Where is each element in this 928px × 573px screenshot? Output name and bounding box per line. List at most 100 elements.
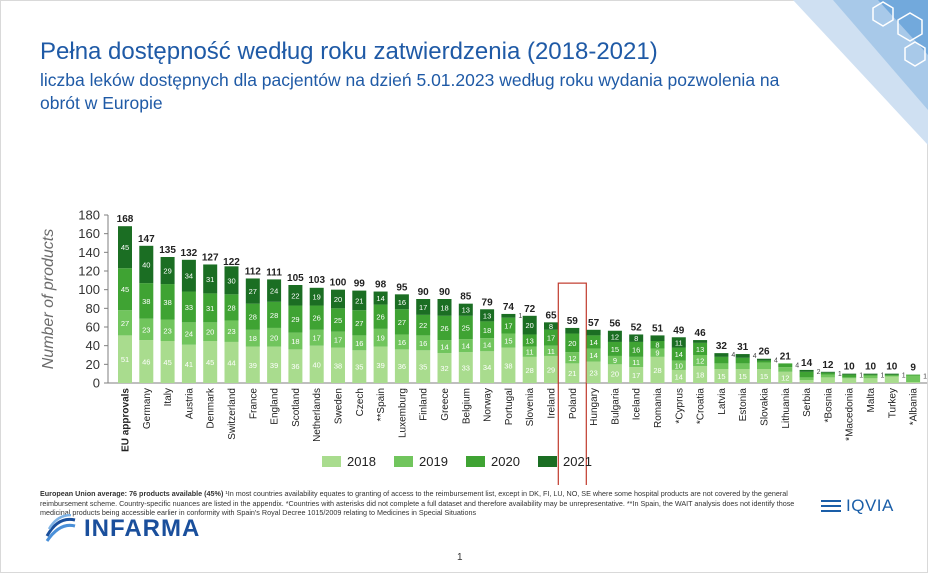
bar-segment-2021: [394, 294, 409, 310]
bar-segment-label: 14: [440, 343, 448, 352]
x-tick-label: Portugal: [504, 388, 515, 425]
footnote-text: ¹In most countries availability equates …: [40, 489, 795, 517]
bar-segment-label: 14: [589, 338, 597, 347]
poland-highlight-box: [557, 282, 587, 485]
x-tick-label: Ireland: [547, 388, 558, 419]
bar-segment-label: 14: [376, 294, 384, 303]
iqvia-logo: IQVIA: [820, 496, 894, 516]
bar-segment-label: 29: [547, 365, 555, 374]
bar-segment-label: 12: [781, 373, 789, 382]
bar-total-label: 59: [567, 316, 579, 327]
bar-segment-2019: [671, 360, 686, 370]
bar-segment-2021: [181, 259, 196, 292]
bar-segment-label: 45: [206, 358, 214, 367]
bar-segment-2018: [629, 367, 644, 383]
bar-segment-label: 38: [504, 361, 512, 370]
bar-total-label: 79: [482, 297, 494, 308]
bar-segment-2019: [693, 355, 708, 367]
bar-segment-label: 14: [675, 350, 683, 359]
bar-segment-label: 22: [291, 291, 299, 300]
x-tick-label: Latvia: [717, 388, 728, 415]
bar-segment-label: 20: [611, 370, 619, 379]
bar-segment-label: 29: [291, 315, 299, 324]
bar-segment-2018: [820, 377, 835, 383]
bar-segment-label: 18: [440, 303, 448, 312]
bar-segment-2020: [501, 317, 516, 334]
bar-segment-2019: [394, 334, 409, 350]
bar-segment-2019: [224, 320, 239, 342]
bar-segment-2021: [267, 279, 282, 302]
bar-outside-label: 1: [859, 373, 863, 380]
bar-segment-2020: [437, 315, 452, 341]
bar-segment-2020: [118, 268, 132, 311]
bar-segment-2019: [607, 355, 622, 365]
bar-segment-2019: [288, 332, 303, 350]
bar-segment-label: 19: [313, 293, 321, 302]
bar-segment-label: 11: [675, 338, 683, 347]
bar-segment-label: 15: [760, 372, 768, 381]
bar-segment-2020: [586, 335, 601, 349]
x-tick-label: Greece: [440, 388, 451, 421]
bar-total-label: 112: [245, 266, 262, 277]
bar-segment-label: 26: [376, 313, 384, 322]
bar-segment-2018: [501, 347, 516, 383]
bar-total-label: 98: [375, 280, 387, 291]
bar-segment-label: 28: [227, 303, 235, 312]
bar-total-label: 135: [159, 245, 176, 256]
x-tick-label: England: [270, 388, 281, 425]
bar-outside-label: 1: [518, 313, 522, 320]
bar-segment-2021: [309, 287, 324, 306]
bar-segment-2021: [671, 337, 686, 348]
bar-segment-label: 38: [142, 297, 150, 306]
bar-segment-2021: [160, 257, 175, 285]
bar-total-label: 26: [758, 347, 770, 358]
bar-segment-2018: [181, 344, 196, 383]
bar-segment-label: 33: [185, 303, 193, 312]
bar-segment-label: 39: [270, 361, 278, 370]
bar-segment-label: 31: [206, 275, 214, 284]
bar-total-label: 122: [223, 257, 240, 268]
bar-segment-2018: [267, 346, 282, 383]
bar-segment-label: 28: [249, 313, 257, 322]
bar-segment-2021: [586, 329, 601, 336]
bar-total-label: 65: [545, 310, 557, 321]
bar-segment-2018: [203, 341, 218, 383]
bar-segment-2020: [373, 304, 388, 329]
bar-segment-2021: [650, 335, 665, 341]
bar-segment-2020: [181, 291, 196, 323]
legend-swatch-2021: [538, 456, 557, 467]
bar-segment-2020: [394, 309, 409, 335]
bar-segment-label: 20: [270, 333, 278, 342]
y-tick-label: 140: [78, 245, 100, 260]
bar-total-label: 51: [652, 323, 664, 334]
bar-segment-label: 20: [334, 295, 342, 304]
bar-total-label: 21: [780, 351, 792, 362]
bar-segment-2020: [757, 360, 771, 363]
bar-segment-2019: [778, 367, 793, 372]
bar-segment-2021: [245, 278, 260, 304]
bar-segment-2019: [565, 352, 580, 364]
bar-total-label: 103: [308, 275, 325, 286]
bar-segment-2019: [842, 377, 857, 379]
bar-segment-2019: [522, 346, 537, 357]
bar-segment-2020: [224, 294, 239, 321]
y-tick-label: 80: [86, 301, 100, 316]
bar-segment-label: 16: [355, 339, 363, 348]
bar-segment-2019: [863, 375, 878, 379]
bar-segment-label: 20: [206, 328, 214, 337]
bar-segment-2018: [331, 347, 345, 383]
bar-segment-label: 35: [355, 363, 363, 372]
bar-segment-2021: [373, 291, 388, 305]
bar-segment-label: 23: [589, 368, 597, 377]
bar-segment-label: 15: [611, 345, 619, 354]
x-tick-label: Switzerland: [227, 388, 238, 440]
bar-total-label: 90: [439, 287, 451, 298]
bar-segment-2019: [458, 339, 473, 353]
bar-segment-label: 41: [185, 360, 193, 369]
bar-total-label: 32: [716, 341, 728, 352]
bar-segment-label: 20: [526, 321, 534, 330]
y-tick-label: 60: [86, 320, 100, 335]
legend-swatch-2020: [466, 456, 485, 467]
bar-segment-2019: [160, 319, 175, 341]
bar-segment-label: 44: [227, 358, 235, 367]
